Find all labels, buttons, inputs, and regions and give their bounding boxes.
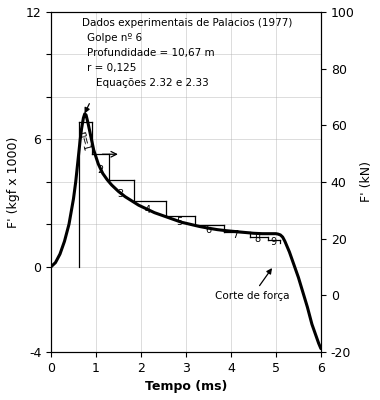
- Y-axis label: F' (kN): F' (kN): [360, 161, 373, 202]
- X-axis label: Tempo (ms): Tempo (ms): [145, 380, 227, 393]
- Text: Dados experimentais de Palacios (1977): Dados experimentais de Palacios (1977): [82, 18, 293, 28]
- Text: r = 0,125: r = 0,125: [87, 63, 136, 73]
- Text: 5: 5: [176, 217, 182, 227]
- Text: Golpe nº 6: Golpe nº 6: [87, 33, 142, 43]
- Text: 6: 6: [205, 225, 212, 235]
- Text: 4: 4: [145, 205, 151, 215]
- Text: 2: 2: [97, 165, 104, 175]
- Text: 9: 9: [270, 237, 276, 247]
- Text: 3: 3: [118, 188, 124, 198]
- Text: Profundidade = 10,67 m: Profundidade = 10,67 m: [87, 48, 215, 58]
- Text: n=1: n=1: [76, 130, 91, 153]
- Text: Equações 2.32 e 2.33: Equações 2.32 e 2.33: [96, 78, 209, 88]
- Text: 8: 8: [254, 234, 261, 244]
- Y-axis label: F' (kgf x 1000): F' (kgf x 1000): [7, 136, 20, 228]
- Text: Corte de força: Corte de força: [215, 269, 290, 301]
- Text: 7: 7: [232, 230, 239, 240]
